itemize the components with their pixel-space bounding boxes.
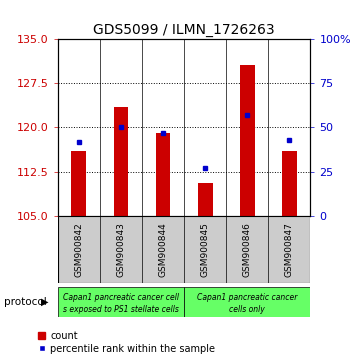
Text: s exposed to PS1 stellate cells: s exposed to PS1 stellate cells	[63, 305, 179, 314]
Text: GSM900847: GSM900847	[285, 222, 294, 277]
Text: Capan1 pancreatic cancer: Capan1 pancreatic cancer	[197, 293, 297, 302]
Bar	[114, 107, 128, 216]
Bar	[282, 151, 297, 216]
Text: Capan1 pancreatic cancer cell: Capan1 pancreatic cancer cell	[63, 293, 179, 302]
Text: GSM900843: GSM900843	[117, 222, 125, 277]
Text: ▶: ▶	[42, 297, 49, 307]
Title: GDS5099 / ILMN_1726263: GDS5099 / ILMN_1726263	[93, 23, 275, 36]
Text: GSM900842: GSM900842	[74, 222, 83, 277]
Bar	[71, 151, 86, 216]
Text: GSM900846: GSM900846	[243, 222, 252, 277]
Text: protocol: protocol	[4, 297, 46, 307]
Text: cells only: cells only	[229, 305, 265, 314]
Legend: count, percentile rank within the sample: count, percentile rank within the sample	[34, 327, 219, 354]
Text: GSM900845: GSM900845	[201, 222, 210, 277]
Bar	[184, 287, 310, 317]
Bar	[198, 183, 213, 216]
Bar	[58, 287, 184, 317]
Text: GSM900844: GSM900844	[158, 222, 168, 277]
Bar	[240, 65, 255, 216]
Bar	[156, 133, 170, 216]
